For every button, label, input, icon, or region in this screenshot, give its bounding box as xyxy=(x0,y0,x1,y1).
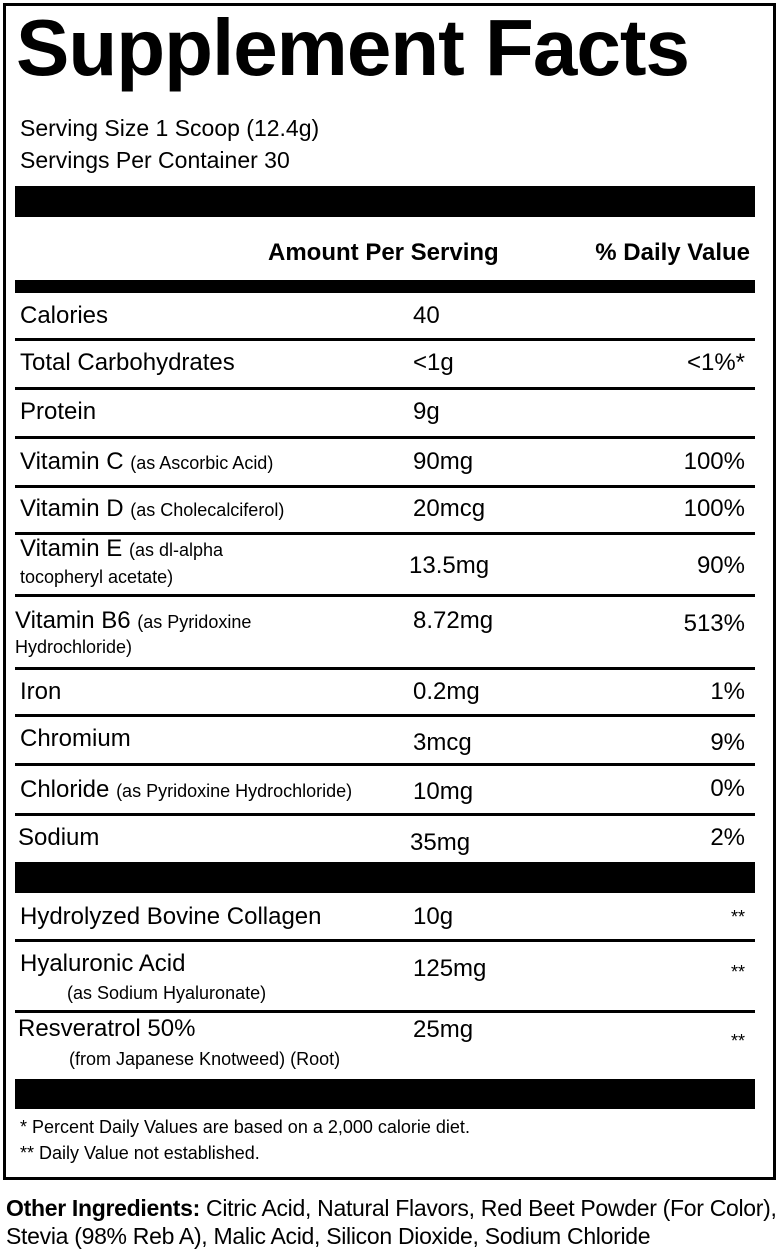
nutrient-dv: 100% xyxy=(683,495,745,522)
ingredient-dv: ** xyxy=(730,962,745,982)
table-row: Vitamin C (as Ascorbic Acid) 90mg 100% xyxy=(15,439,755,488)
nutrient-amount: 90mg xyxy=(413,448,474,475)
nutrient-dv: 100% xyxy=(683,448,745,475)
nutrient-source: (as Pyridoxine Hydrochloride) xyxy=(116,781,353,801)
nutrient-amount: <1g xyxy=(413,349,454,376)
table-row: Protein 9g xyxy=(15,390,755,439)
nutrient-name: Vitamin D (as Cholecalciferol) xyxy=(20,495,284,524)
nutrient-name: Protein xyxy=(20,398,97,425)
table-row: Vitamin B6 (as Pyridoxine Hydrochloride)… xyxy=(15,597,755,670)
servings-per-container: Servings Per Container 30 xyxy=(20,147,290,173)
nutrient-dv: 513% xyxy=(683,610,745,637)
ingredient-name: Hydrolyzed Bovine Collagen xyxy=(20,903,322,930)
nutrient-dv: 2% xyxy=(710,824,745,851)
table-row: Vitamin E (as dl-alpha tocopheryl acetat… xyxy=(15,535,755,597)
table-row: Calories 40 xyxy=(15,293,755,341)
nutrient-dv: 9% xyxy=(710,729,745,756)
amount-header: Amount Per Serving xyxy=(268,239,499,266)
nutrient-amount: 13.5mg xyxy=(409,552,490,579)
dv-header: % Daily Value xyxy=(595,239,750,266)
nutrient-name: Total Carbohydrates xyxy=(20,349,235,376)
divider-bar xyxy=(15,1079,755,1109)
nutrient-name: Calories xyxy=(20,302,109,329)
nutrient-name: Vitamin E (as dl-alpha xyxy=(20,535,223,564)
nutrient-dv: 1% xyxy=(710,678,745,705)
nutrient-amount: 8.72mg xyxy=(413,607,494,634)
nutrient-source-cont: tocopheryl acetate) xyxy=(20,567,174,587)
divider-bar xyxy=(15,186,755,217)
nutrient-source-cont: Hydrochloride) xyxy=(15,637,133,657)
footnote-dv: * Percent Daily Values are based on a 2,… xyxy=(20,1117,470,1137)
panel-title: Supplement Facts xyxy=(16,3,690,92)
table-row: Sodium 35mg 2% xyxy=(15,816,755,862)
divider-bar xyxy=(15,862,755,893)
ingredient-dv: ** xyxy=(730,907,745,927)
nutrient-name: Chloride (as Pyridoxine Hydrochloride) xyxy=(20,776,352,805)
ingredient-dv: ** xyxy=(730,1031,745,1051)
nutrient-amount: 40 xyxy=(413,302,440,329)
other-ingredients-label: Other Ingredients: xyxy=(6,1195,200,1221)
nutrient-source: (as Pyridoxine xyxy=(137,612,252,632)
table-row: Hyaluronic Acid (as Sodium Hyaluronate) … xyxy=(15,942,755,1013)
other-ingredients: Other Ingredients: Citric Acid, Natural … xyxy=(6,1194,778,1250)
serving-size: Serving Size 1 Scoop (12.4g) xyxy=(20,115,320,141)
footnote-not-established: ** Daily Value not established. xyxy=(20,1143,260,1163)
nutrient-name: Vitamin C (as Ascorbic Acid) xyxy=(20,448,273,477)
table-row: Resveratrol 50% (from Japanese Knotweed)… xyxy=(15,1013,755,1079)
ingredient-amount: 125mg xyxy=(413,955,487,982)
nutrient-amount: 20mcg xyxy=(413,495,486,522)
nutrient-name: Iron xyxy=(20,678,62,705)
table-row: Iron 0.2mg 1% xyxy=(15,670,755,717)
nutrient-label: Vitamin C xyxy=(20,448,124,475)
nutrient-source: (as Cholecalciferol) xyxy=(130,500,285,520)
supplement-facts-panel xyxy=(3,3,776,1180)
ingredient-source: (from Japanese Knotweed) (Root) xyxy=(69,1049,341,1069)
nutrient-name: Sodium xyxy=(18,824,100,851)
nutrient-name: Chromium xyxy=(20,725,131,752)
table-row: Vitamin D (as Cholecalciferol) 20mcg 100… xyxy=(15,488,755,535)
nutrient-source: (as dl-alpha xyxy=(128,540,224,560)
divider-bar xyxy=(15,280,755,293)
ingredient-source: (as Sodium Hyaluronate) xyxy=(67,983,267,1003)
nutrient-amount: 0.2mg xyxy=(413,678,480,705)
nutrient-source: (as Ascorbic Acid) xyxy=(130,453,274,473)
nutrient-label: Chloride xyxy=(20,776,110,803)
table-row: Total Carbohydrates <1g <1%* xyxy=(15,341,755,390)
table-row: Chloride (as Pyridoxine Hydrochloride) 1… xyxy=(15,766,755,816)
ingredient-name: Resveratrol 50% xyxy=(18,1015,196,1042)
nutrient-amount: 3mcg xyxy=(413,729,472,756)
nutrient-label: Vitamin B6 xyxy=(15,607,131,634)
nutrient-label: Vitamin D xyxy=(20,495,124,522)
table-row: Chromium 3mcg 9% xyxy=(15,717,755,766)
nutrient-dv: 0% xyxy=(710,775,745,802)
nutrient-amount: 9g xyxy=(413,398,440,425)
nutrient-amount: 35mg xyxy=(410,829,471,856)
nutrient-name: Vitamin B6 (as Pyridoxine xyxy=(15,607,251,636)
nutrient-amount: 10mg xyxy=(413,778,474,805)
ingredient-amount: 25mg xyxy=(413,1016,474,1043)
other-ingredients-text: Citric Acid, Natural Flavors, Red Beet P… xyxy=(6,1195,777,1249)
table-row: Hydrolyzed Bovine Collagen 10g ** xyxy=(15,893,755,942)
nutrient-dv: <1%* xyxy=(686,349,745,376)
nutrient-dv: 90% xyxy=(696,552,745,579)
ingredient-name: Hyaluronic Acid xyxy=(20,950,186,977)
ingredient-amount: 10g xyxy=(413,903,454,930)
nutrient-label: Vitamin E xyxy=(20,535,123,562)
